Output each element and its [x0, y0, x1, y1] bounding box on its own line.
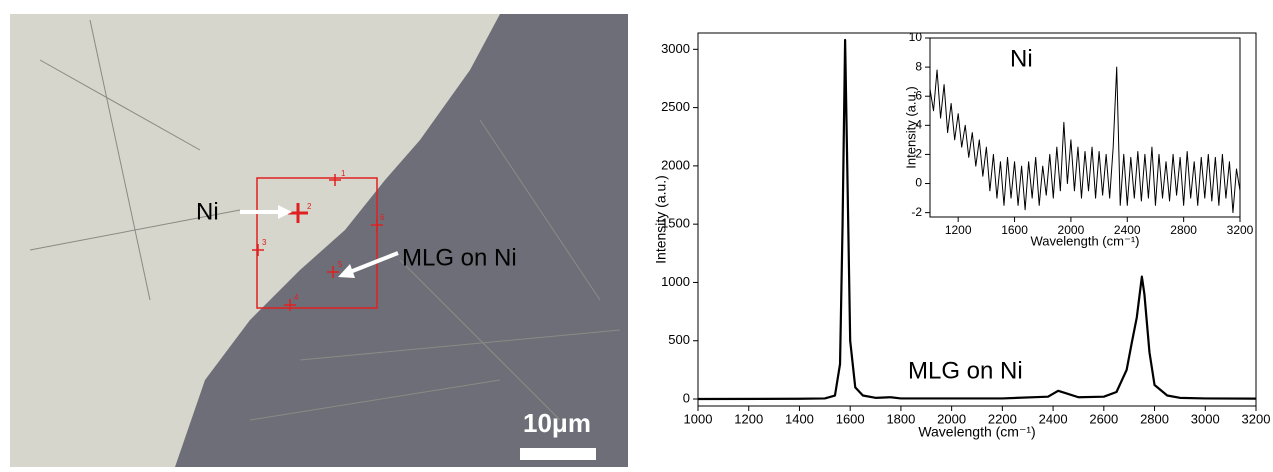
y-tick-label: 2000 [661, 157, 690, 172]
y-tick-label: 1000 [661, 274, 690, 289]
y-tick-label: 1500 [661, 216, 690, 231]
x-axis-label: Wavelength (cm⁻¹) [918, 424, 1035, 440]
y-tick-label: 4 [915, 117, 922, 131]
x-tick-label: 3200 [1227, 223, 1254, 237]
point-number: 3 [262, 238, 267, 247]
x-tick-label: 1200 [734, 411, 763, 426]
y-tick-label: 2500 [661, 99, 690, 114]
y-tick-label: 6 [915, 88, 922, 102]
scan-box [256, 177, 378, 309]
x-tick-label: 2000 [937, 411, 966, 426]
x-tick-label: 1600 [836, 411, 865, 426]
x-tick-label: 2200 [988, 411, 1017, 426]
plot-frame [929, 37, 1241, 218]
arrow-head [278, 205, 292, 219]
x-axis-label: Wavelength (cm⁻¹) [1031, 233, 1140, 248]
micrograph: 1 2 3 4 5 6 Ni MLG on Ni 10μm [10, 14, 628, 467]
x-tick-label: 2800 [1170, 223, 1197, 237]
point-number: 1 [341, 169, 346, 178]
x-tick-label: 3000 [1191, 411, 1220, 426]
x-tick-label: 1400 [785, 411, 814, 426]
annotation: MLG on Ni [908, 357, 1023, 384]
label-ni: Ni [196, 198, 219, 225]
x-tick-label: 3200 [1242, 411, 1271, 426]
y-tick-label: 8 [915, 59, 922, 73]
y-axis-label: Intensity (a.u.) [653, 175, 669, 264]
y-tick-label: 10 [909, 30, 923, 44]
graphene-region [175, 14, 628, 467]
y-axis-label: Intensity (a.u.) [903, 86, 918, 168]
spectrum-line [929, 66, 1241, 214]
x-tick-label: 1600 [1001, 223, 1028, 237]
point-number: 6 [380, 213, 385, 222]
x-tick-label: 2400 [1114, 223, 1141, 237]
y-tick-label: -2 [911, 205, 922, 219]
x-tick-label: 2000 [1058, 223, 1085, 237]
x-tick-label: 2600 [1089, 411, 1118, 426]
y-tick-label: 2 [915, 147, 922, 161]
x-tick-label: 1200 [945, 223, 972, 237]
arrow-head [338, 264, 355, 278]
scale-bar [520, 448, 596, 460]
y-tick-label: 0 [915, 176, 922, 190]
label-mlg: MLG on Ni [402, 244, 517, 271]
y-tick-label: 0 [683, 390, 690, 405]
x-tick-label: 2800 [1140, 411, 1169, 426]
arrow [349, 251, 399, 274]
points [252, 174, 383, 311]
point-number: 2 [307, 202, 312, 211]
y-tick-label: 3000 [661, 41, 690, 56]
x-tick-label: 1800 [886, 411, 915, 426]
point-number: 5 [338, 260, 343, 269]
y-tick-label: 500 [668, 332, 690, 347]
spectrum-line [697, 38, 1257, 401]
annotation: Ni [1010, 45, 1033, 72]
scale-bar-label: 10μm [523, 408, 591, 438]
point-number: 4 [294, 293, 299, 302]
x-tick-label: 2400 [1039, 411, 1068, 426]
x-tick-label: 1000 [684, 411, 713, 426]
grain-boundaries [29, 19, 621, 421]
